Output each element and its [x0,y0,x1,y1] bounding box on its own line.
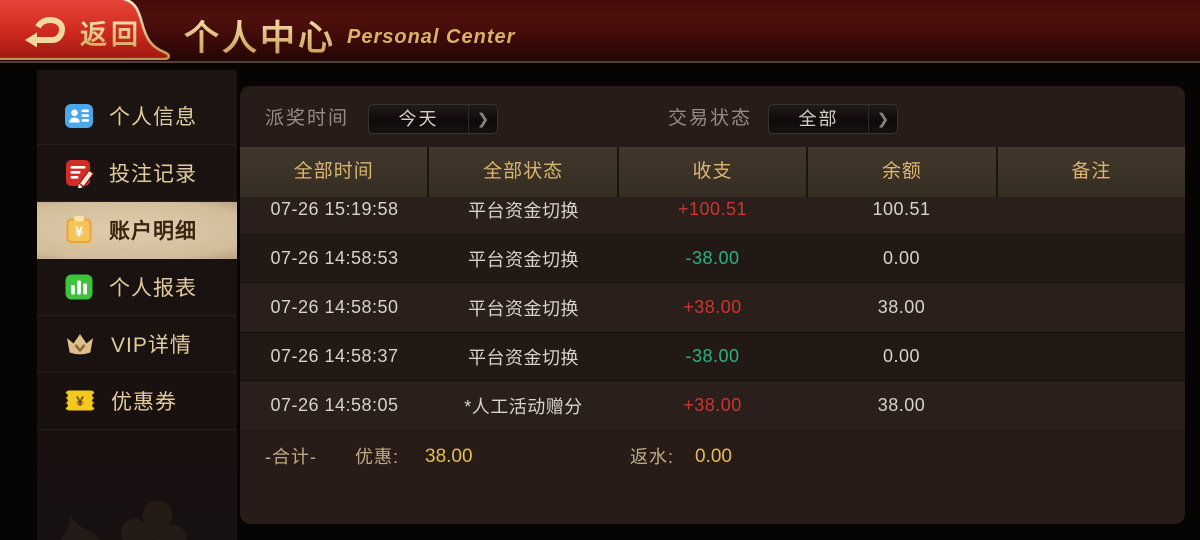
cell-amount: -38.00 [685,346,740,366]
id-card-icon [65,104,93,128]
column-header-status: 全部状态 [429,147,619,197]
prize-time-filter-label: 派奖时间 [265,108,350,129]
vip-crown-icon [67,334,93,355]
sidebar-item-label: 优惠券 [111,391,177,414]
column-header-remark: 备注 [1071,161,1112,182]
cell-balance: 100.51 [872,199,931,219]
cell-balance: 38.00 [877,395,926,415]
page-subtitle: Personal Center [347,26,516,48]
sidebar-item-account-details[interactable]: ¥ 账户明细 [37,202,237,259]
cell-time: 07-26 14:58:37 [270,346,399,366]
sidebar-item-personal-info[interactable]: 个人信息 [37,88,237,145]
summary-rebate-value: 0.00 [695,446,732,467]
sidebar-item-label: 投注记录 [109,163,197,186]
chevron-right-icon: ❯ [468,105,497,133]
transaction-status-filter-label: 交易状态 [668,108,753,129]
column-header-balance: 余额 [808,147,998,197]
column-header-amount: 收支 [619,147,809,197]
cell-amount: +100.51 [677,199,748,219]
cell-time: 07-26 15:19:58 [270,199,399,219]
header-bar: 返回 个人中心 Personal Center [0,0,1200,63]
svg-text:¥: ¥ [76,393,84,409]
table-header-row: 全部时间 全部状态 收支 余额 备注 [240,147,1185,197]
sidebar-item-coupons[interactable]: ¥ 优惠券 [37,373,237,430]
cell-amount: +38.00 [683,297,742,317]
prize-time-dropdown[interactable]: 今天 ❯ [368,104,498,134]
sidebar: 个人信息 投注记录 ¥ 账户明细 [37,70,237,540]
back-button-shape [0,0,171,60]
transaction-status-dropdown[interactable]: 全部 ❯ [768,104,898,134]
cell-time: 07-26 14:58:50 [270,297,399,317]
page-title: 个人中心 [184,10,336,61]
summary-rebate-label: 返水: [630,447,675,467]
cell-status: 平台资金切换 [468,298,579,319]
cell-amount: +38.00 [683,395,742,415]
sidebar-menu: 个人信息 投注记录 ¥ 账户明细 [37,88,237,430]
table-row: 07-26 14:58:37 平台资金切换 -38.00 0.00 [240,332,1185,381]
sidebar-item-label: VIP详情 [111,334,192,357]
summary-row: -合计- 优惠: 38.00 返水: 0.00 [240,434,1185,480]
back-arrow-icon [25,16,66,48]
club-icon: ♣ [108,461,202,540]
cell-balance: 0.00 [882,346,921,366]
column-header-time: 全部时间 [240,147,430,197]
cell-status: *人工活动赠分 [464,396,583,417]
back-button-label: 返回 [80,13,142,52]
sidebar-item-label: 个人报表 [109,277,197,300]
cell-balance: 0.00 [882,248,921,268]
summary-total-label: -合计- [265,447,317,467]
cell-time: 07-26 14:58:53 [270,248,399,268]
cell-balance: 38.00 [877,297,926,317]
coupon-ticket-icon: ¥ [64,390,96,411]
back-button[interactable]: 返回 [0,0,172,60]
cell-amount: -38.00 [685,248,740,268]
table-row: 07-26 14:58:05 *人工活动赠分 +38.00 38.00 [240,381,1185,430]
account-details-panel: 派奖时间 今天 ❯ 交易状态 全部 ❯ 全部时间 全部状态 收支 余额 备注 0… [240,86,1185,524]
report-chart-icon [65,274,93,300]
table-row: 07-26 15:19:58 平台资金切换 +100.51 100.51 [240,197,1185,234]
cell-status: 平台资金切换 [468,249,579,270]
table-row: 07-26 14:58:50 平台资金切换 +38.00 38.00 [240,283,1185,332]
betting-record-icon [66,160,94,188]
spade-icon: ♠ [38,481,115,540]
svg-text:¥: ¥ [75,224,84,241]
sidebar-item-label: 个人信息 [109,106,197,129]
chevron-right-icon: ❯ [868,105,897,133]
cell-status: 平台资金切换 [468,200,579,221]
summary-bonus-label: 优惠: [355,447,400,467]
account-detail-icon: ¥ [66,216,92,243]
table-row: 07-26 14:58:53 平台资金切换 -38.00 0.00 [240,234,1185,283]
transaction-list[interactable]: 07-26 15:19:58 平台资金切换 +100.51 100.51 07-… [240,197,1185,431]
prize-time-dropdown-value: 今天 [398,109,439,129]
cell-status: 平台资金切换 [468,347,579,368]
sidebar-item-vip-details[interactable]: VIP详情 [37,316,237,373]
sidebar-item-personal-report[interactable]: 个人报表 [37,259,237,316]
sidebar-item-label: 账户明细 [109,220,197,243]
transaction-status-dropdown-value: 全部 [798,109,839,129]
sidebar-item-betting-records[interactable]: 投注记录 [37,145,237,202]
summary-bonus-value: 38.00 [425,446,473,467]
cell-time: 07-26 14:58:05 [270,395,399,415]
